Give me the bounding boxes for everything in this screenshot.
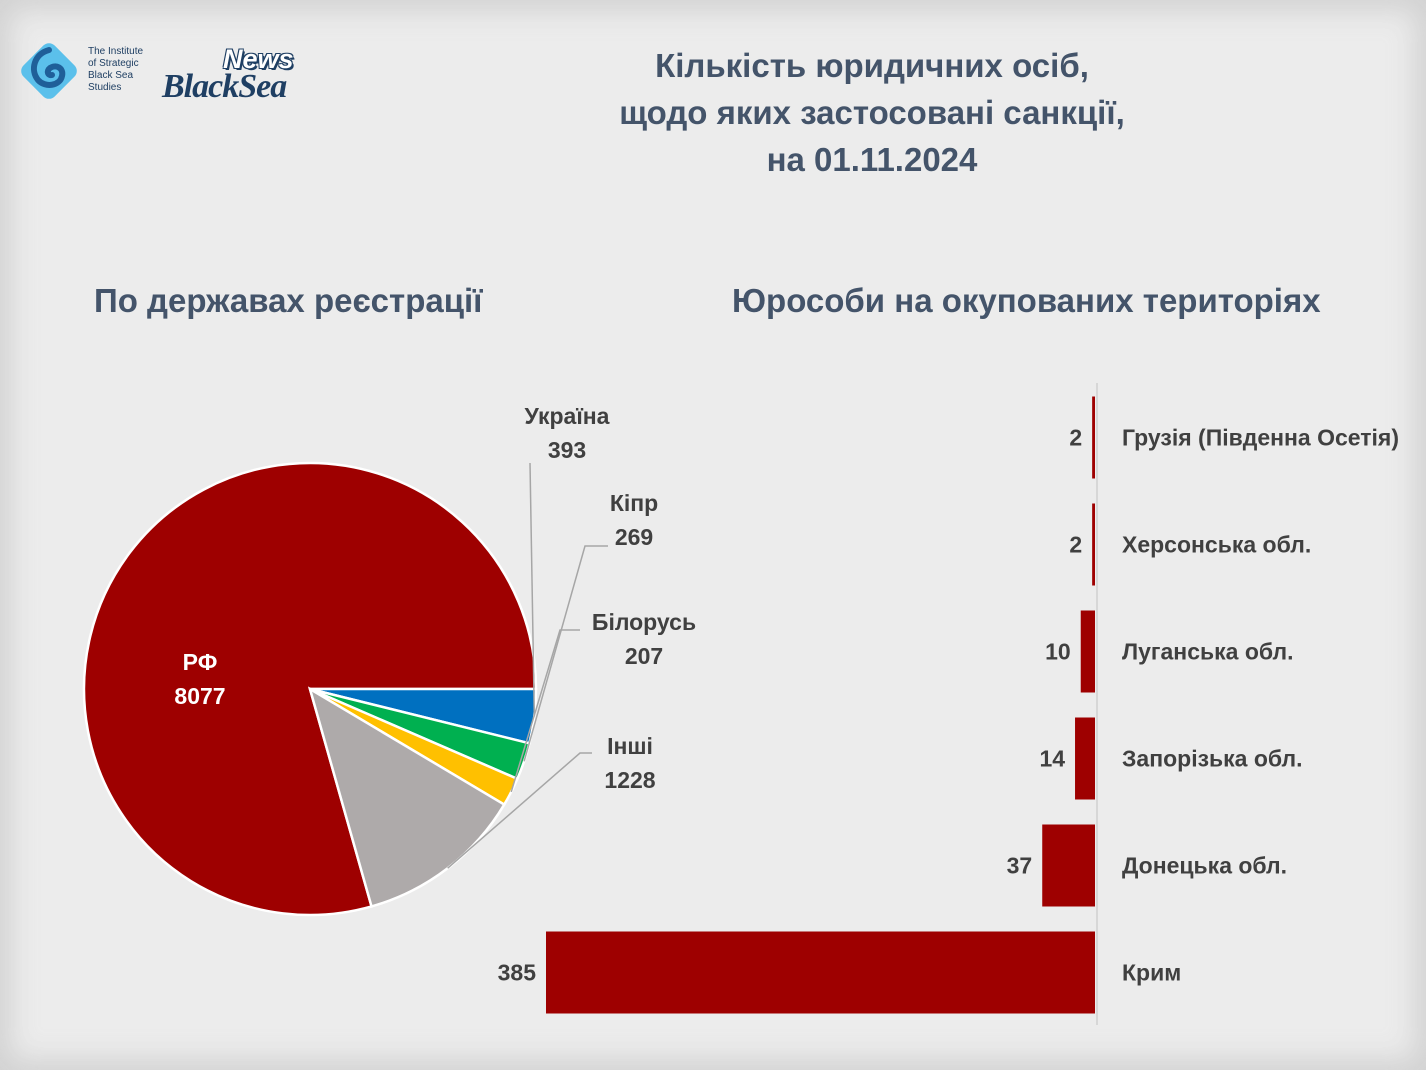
bar-value-label: 385 <box>498 960 537 986</box>
pie-label-ukraine-name: Україна <box>525 403 610 429</box>
bar-value-label: 2 <box>1069 532 1082 558</box>
bar-2 <box>1080 610 1095 693</box>
bar-4 <box>1042 824 1095 907</box>
bar-0 <box>1092 396 1095 479</box>
main-title: Кількість юридичних осіб, щодо яких заст… <box>540 42 1204 183</box>
institute-line: Black Sea <box>88 70 134 81</box>
bar-chart-title: Юрособи на окупованих територіях <box>732 282 1321 319</box>
institute-line: of Strategic <box>88 58 139 69</box>
pie-label-rf-name: РФ <box>183 649 218 675</box>
institute-line: The Institute <box>88 46 144 57</box>
logo-area: The Institute of Strategic Black Sea Stu… <box>18 38 338 118</box>
pie-label-belarus-value: 207 <box>625 643 663 669</box>
pie-leader-line-belarus <box>510 629 580 793</box>
pie-label-belarus-name: Білорусь <box>592 609 696 635</box>
bar-category-label: Запорізька обл. <box>1122 746 1303 772</box>
bar-value-label: 14 <box>1039 746 1065 772</box>
pie-label-ukraine-value: 393 <box>548 437 586 463</box>
institute-logo-icon <box>21 43 77 99</box>
pie-leader-line-ukraine <box>529 462 536 717</box>
news-logo-word: News <box>223 44 294 74</box>
bar-1 <box>1092 503 1095 586</box>
bar-category-label: Донецька обл. <box>1122 853 1287 879</box>
pie-chart-title: По державах реєстрації <box>94 282 483 319</box>
pie-slice-rf <box>82 461 538 917</box>
pie-label-others-value: 1228 <box>604 767 655 793</box>
pie-label-cyprus-name: Кіпр <box>610 490 658 516</box>
pie-leader-line-others <box>447 752 592 869</box>
main-title-line: щодо яких застосовані санкції, <box>619 94 1125 131</box>
institute-line: Studies <box>88 82 122 93</box>
pie-label-cyprus-value: 269 <box>615 524 653 550</box>
main-title-line: Кількість юридичних осіб, <box>655 47 1089 84</box>
bar-5 <box>546 931 1095 1014</box>
main-title-line: на 01.11.2024 <box>766 141 978 178</box>
bar-category-label: Херсонська обл. <box>1122 532 1311 558</box>
blacksea-logo-word: BlackSea <box>162 68 287 105</box>
bar-value-label: 37 <box>1007 853 1033 879</box>
pie-leader-line-cyprus <box>523 545 608 762</box>
bar-value-label: 10 <box>1045 639 1071 665</box>
bar-category-label: Грузія (Південна Осетія) <box>1122 425 1399 451</box>
pie-label-rf-value: 8077 <box>174 683 225 709</box>
bar-value-label: 2 <box>1069 425 1082 451</box>
bar-3 <box>1075 717 1095 800</box>
institute-name: The Institute of Strategic Black Sea Stu… <box>88 46 178 94</box>
bar-category-label: Крим <box>1122 960 1181 986</box>
bar-category-label: Луганська обл. <box>1122 639 1294 665</box>
pie-label-others-name: Інші <box>607 733 653 759</box>
